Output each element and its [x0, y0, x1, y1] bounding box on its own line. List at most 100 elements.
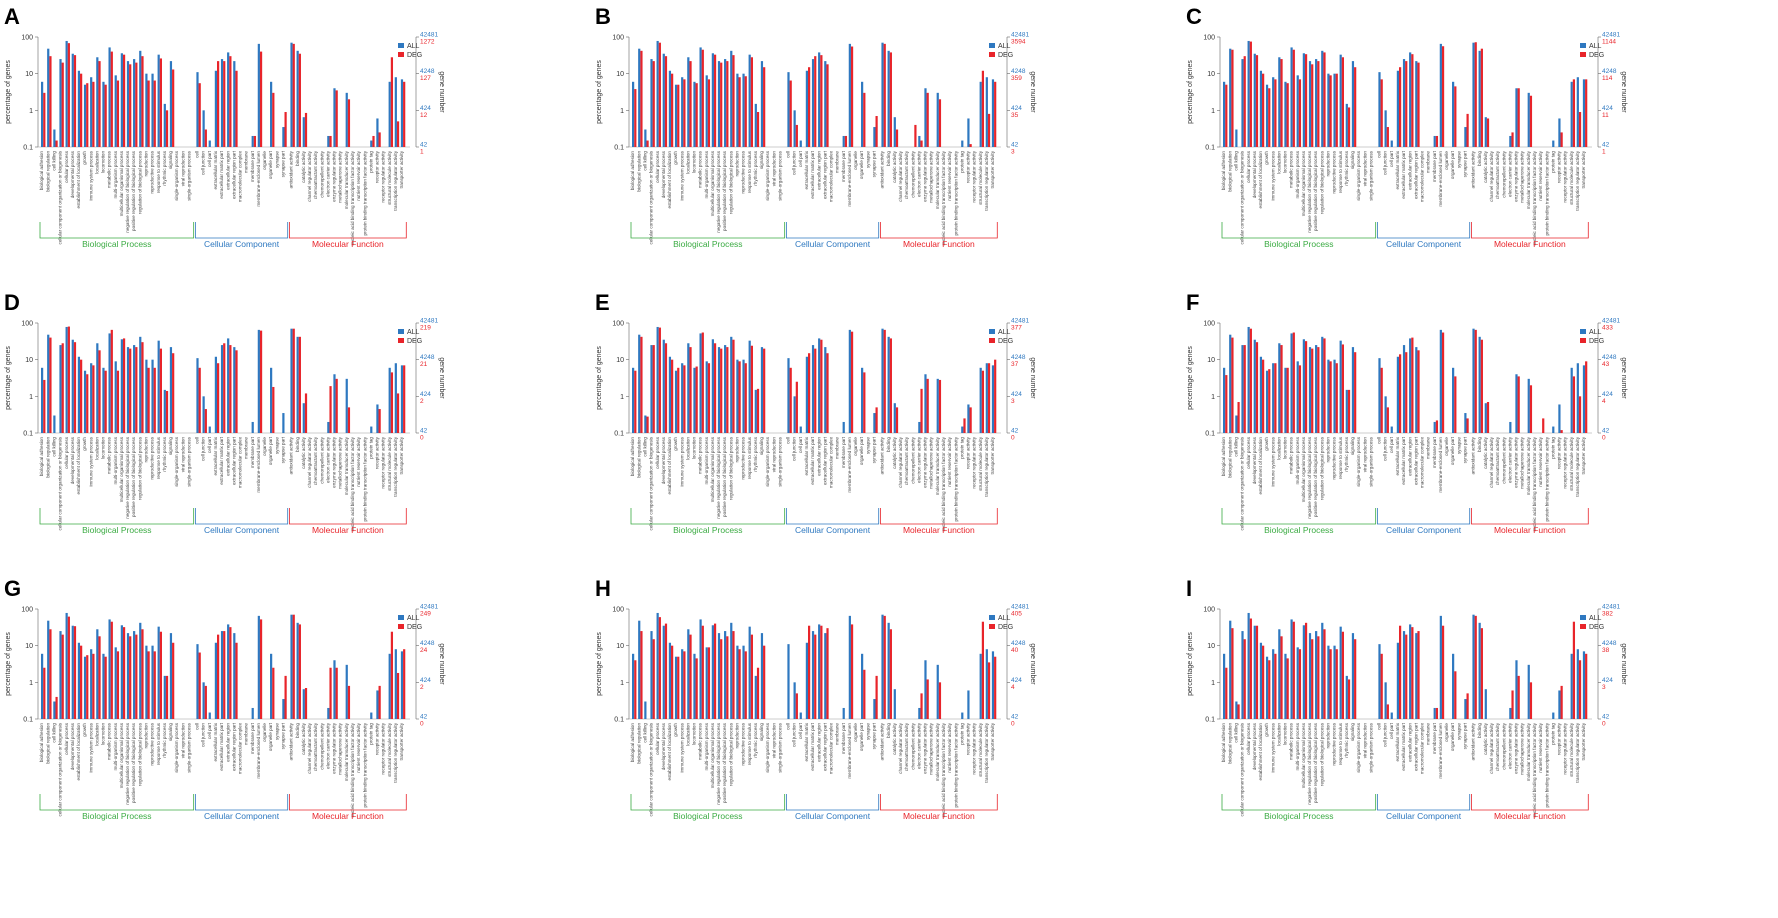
- right-tick-deg: 3594: [1011, 39, 1026, 46]
- bar-all: [1378, 358, 1381, 433]
- bar-all: [1345, 103, 1348, 147]
- category-label: channel regulator activity: [898, 722, 903, 774]
- category-label: antioxidant activity: [880, 722, 885, 760]
- bar-all: [114, 361, 117, 433]
- bar-deg: [61, 62, 64, 147]
- category-label: extracellular region part: [1413, 436, 1418, 485]
- category-label: catalytic activity: [1483, 722, 1488, 755]
- category-label: structural molecule activity: [1569, 436, 1574, 491]
- bar-deg: [1268, 369, 1271, 433]
- category-label: immune system process: [88, 436, 93, 486]
- bar-deg: [707, 647, 711, 719]
- bar-deg: [135, 634, 138, 719]
- group-label: Cellular Component: [1386, 239, 1462, 249]
- bar-deg: [1474, 329, 1477, 433]
- category-label: locomotion: [692, 151, 697, 174]
- bar-all: [1308, 347, 1312, 433]
- category-label: response to stimulus: [156, 150, 161, 193]
- bar-all: [717, 61, 721, 147]
- bar-deg: [1380, 79, 1383, 147]
- category-label: negative regulation of biological proces…: [716, 436, 721, 518]
- bar-all: [1558, 690, 1561, 719]
- bar-all: [333, 374, 336, 433]
- category-label: membrane-enclosed lumen: [1438, 723, 1443, 779]
- category-label: synapse part: [871, 722, 876, 749]
- bar-all: [824, 61, 827, 147]
- category-label: reproduction: [1326, 723, 1331, 749]
- category-label: multicellular organismal process: [119, 150, 124, 216]
- category-label: developmental process: [1252, 150, 1257, 198]
- category-label: protein binding transcription factor act…: [362, 150, 367, 235]
- y-tick-label: 10: [25, 71, 33, 78]
- bar-all: [376, 690, 379, 719]
- bar-deg: [1262, 645, 1265, 719]
- bar-deg: [677, 656, 680, 719]
- bar-all: [257, 329, 260, 433]
- category-label: regulation of biological process: [1319, 150, 1324, 214]
- category-label: biological adhesion: [630, 151, 635, 191]
- bar-all: [400, 651, 404, 719]
- category-label: synapse: [274, 437, 279, 455]
- category-label: catalytic activity: [301, 436, 306, 469]
- bar-all: [1582, 365, 1586, 433]
- legend-swatch-deg: [1580, 52, 1586, 57]
- bar-all: [1384, 396, 1387, 433]
- legend-label-deg: DEG: [407, 52, 422, 59]
- category-label: membrane-enclosed lumen: [847, 723, 852, 779]
- y-tick-label: 0.1: [614, 717, 624, 724]
- group-label: Cellular Component: [1386, 525, 1462, 535]
- bar-all: [1576, 363, 1579, 433]
- category-label: synapse part: [1462, 722, 1467, 749]
- y-tick-label: 100: [612, 607, 624, 614]
- category-label: transcription regulator activity: [984, 436, 989, 496]
- category-label: chemorepellent activity: [1501, 150, 1506, 197]
- group-bracket-cc: [785, 794, 880, 811]
- category-label: single-organism process: [765, 150, 770, 200]
- bar-all: [1396, 642, 1400, 719]
- bar-deg: [1517, 675, 1520, 719]
- category-label: membrane-enclosed lumen: [1438, 151, 1443, 207]
- bar-deg: [683, 365, 686, 433]
- category-label: receptor regulator activity: [1563, 436, 1568, 488]
- bar-deg: [1405, 634, 1408, 719]
- category-label: chemorepellent activity: [910, 436, 915, 483]
- bar-deg: [1441, 625, 1445, 719]
- category-label: receptor regulator activity: [972, 436, 977, 488]
- right-tick-deg: 1: [420, 149, 424, 156]
- category-label: macromolecular complex: [1420, 150, 1425, 202]
- bar-deg: [110, 621, 113, 719]
- bar-all: [742, 73, 745, 147]
- bar-deg: [122, 54, 126, 147]
- bar-all: [133, 631, 136, 719]
- bar-all: [1333, 73, 1336, 147]
- bar-deg: [1474, 615, 1477, 719]
- category-label: chemorepellent activity: [910, 722, 915, 769]
- category-label: membrane part: [250, 150, 255, 182]
- bar-all: [724, 59, 727, 148]
- bar-deg: [292, 328, 295, 433]
- category-label: molecular transducer activity: [1526, 150, 1531, 209]
- bar-deg: [198, 367, 201, 433]
- legend-swatch-all: [398, 615, 404, 620]
- bar-deg: [1304, 54, 1308, 147]
- bar-all: [169, 633, 173, 719]
- legend-label-all: ALL: [998, 329, 1011, 336]
- bar-deg: [677, 367, 680, 433]
- bar-all: [145, 73, 148, 147]
- bar-all: [936, 92, 939, 147]
- legend-label-deg: DEG: [998, 52, 1013, 59]
- bar-deg: [272, 92, 275, 147]
- category-label: receptor regulator activity: [381, 436, 386, 488]
- group-label: Molecular Function: [312, 525, 384, 535]
- bar-all: [157, 54, 160, 147]
- category-label: organelle: [1444, 723, 1449, 742]
- y-tick-label: 0.1: [614, 145, 624, 152]
- right-tick-deg: 0: [420, 435, 424, 442]
- category-label: positive regulation of biological proces…: [131, 436, 136, 517]
- category-label: immune system process: [1270, 436, 1275, 486]
- bar-deg: [938, 682, 942, 719]
- bar-deg: [889, 52, 892, 147]
- bar-deg: [750, 345, 753, 433]
- right-tick-deg: 2: [420, 398, 424, 405]
